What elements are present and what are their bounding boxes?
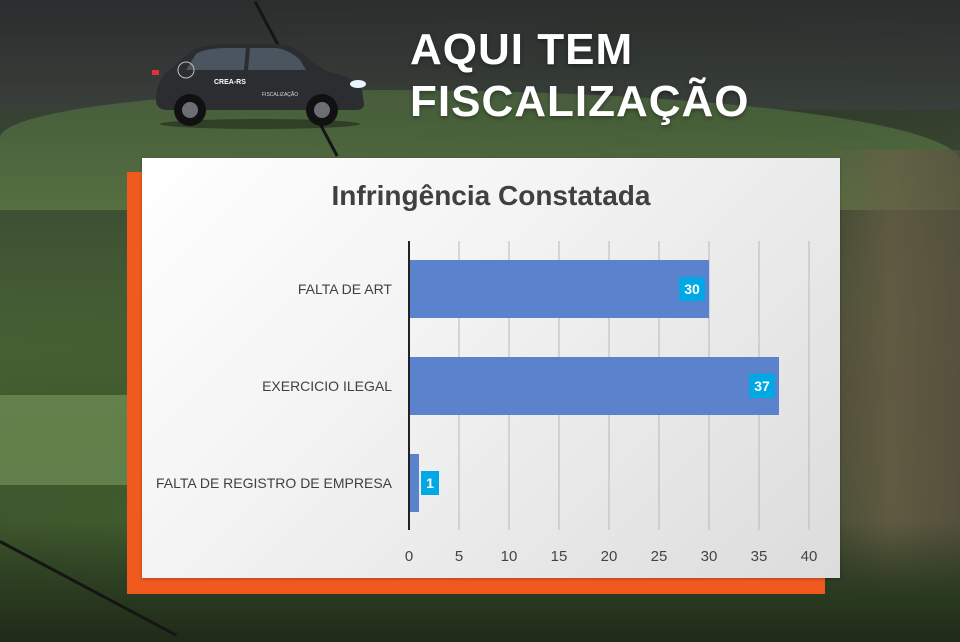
chart-title: Infringência Constatada	[331, 180, 651, 211]
inspection-car-icon: CREA-RS FISCALIZAÇÃO	[152, 44, 366, 129]
bar	[409, 260, 709, 318]
chart-panel: Infringência Constatada 0 5 10 15 20 25 30 35 40…	[142, 158, 840, 578]
data-label: 37	[754, 378, 770, 394]
category-label: FALTA DE ART	[298, 281, 393, 297]
x-tick-label: 40	[801, 548, 818, 565]
data-label-box	[421, 471, 439, 495]
x-tick-label: 30	[701, 548, 718, 565]
headline-line-1: AQUI TEM	[410, 25, 634, 74]
bar-chart: 0 5 10 15 20 25 30 35 40 FALTA DE ART 30 EXERCICIO …	[156, 241, 818, 565]
headline-line-2: FISCALIZAÇÃO	[410, 77, 750, 126]
x-tick-label: 15	[551, 548, 568, 565]
background-field	[0, 395, 130, 485]
headline: AQUI TEM FISCALIZAÇÃO	[410, 24, 750, 128]
bar	[409, 357, 779, 415]
category-label: FALTA DE REGISTRO DE EMPRESA	[156, 475, 393, 491]
bar	[409, 454, 419, 512]
x-tick-label: 0	[405, 548, 413, 565]
x-tick-label: 5	[455, 548, 463, 565]
category-label: EXERCICIO ILEGAL	[262, 378, 392, 394]
data-label: 1	[426, 475, 434, 491]
x-tick-label: 35	[751, 548, 768, 565]
data-label: 30	[684, 281, 700, 297]
x-tick-label: 20	[601, 548, 618, 565]
data-label-box	[679, 277, 705, 301]
car-door-label: CREA-RS	[214, 79, 246, 86]
x-tick-label: 10	[501, 548, 518, 565]
x-tick-label: 25	[651, 548, 668, 565]
car-side-label: FISCALIZAÇÃO	[262, 91, 298, 98]
data-label-box	[749, 374, 775, 398]
